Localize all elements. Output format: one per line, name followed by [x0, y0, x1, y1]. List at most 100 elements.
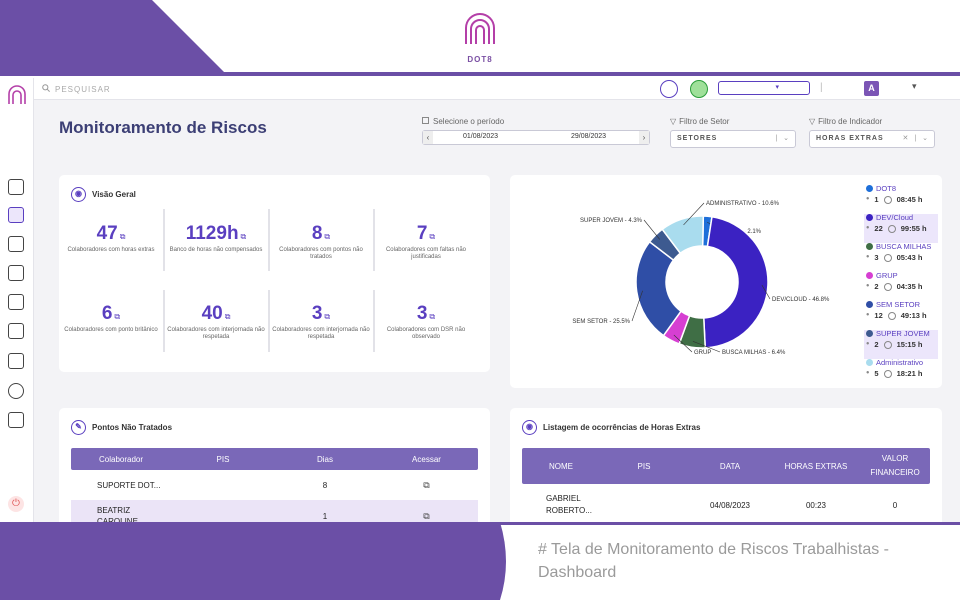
overtime-header: ◉ Listagem de ocorrências de Horas Extra…	[522, 420, 700, 435]
kpi-value: 6	[101, 303, 113, 324]
next-period-arrow-icon[interactable]: ›	[639, 131, 649, 144]
kpi-value: 40	[201, 303, 223, 324]
external-link-icon[interactable]: ⧉	[324, 312, 331, 321]
user-avatar[interactable]: A	[864, 81, 879, 96]
id-card-icon[interactable]	[8, 265, 24, 281]
table-row[interactable]: BEATRIZ CAROLINE... 1 ⧉	[71, 500, 478, 522]
legend-name: DEV/Cloud	[876, 213, 914, 222]
legend-name: SEM SETOR	[876, 300, 921, 309]
legend-dot	[866, 330, 873, 337]
clear-chevron-icon[interactable]: ✕ | ⌄	[902, 135, 930, 142]
team-icon[interactable]	[8, 353, 24, 369]
slice-label: SUPER JOVEM - 4.3%	[580, 218, 643, 224]
indicator-select[interactable]: HORAS EXTRAS ✕ | ⌄	[809, 130, 935, 148]
top-decoration	[0, 0, 960, 76]
donut-slice[interactable]	[702, 215, 769, 349]
external-link-icon[interactable]: ⧉	[429, 312, 436, 321]
external-link-icon[interactable]: ⧉	[429, 232, 436, 241]
external-link-icon[interactable]: ⧉	[224, 312, 231, 321]
external-link-icon[interactable]: ⧉	[324, 232, 331, 241]
pending-table-header: Colaborador PIS Dias Acessar	[71, 448, 478, 470]
search-icon	[42, 84, 50, 94]
external-link-icon[interactable]: ⧉	[119, 232, 126, 241]
kpi-item[interactable]: 47 ⧉ Colaboradores com horas extras	[59, 223, 163, 254]
col-horas-extras[interactable]: HORAS EXTRAS	[784, 461, 848, 471]
col-colaborador[interactable]: Colaborador	[98, 454, 144, 464]
slice-leader-line	[631, 290, 643, 322]
risk-monitor-icon[interactable]	[8, 207, 24, 223]
notification-bell-icon[interactable]	[690, 80, 708, 98]
clock-icon	[887, 224, 896, 233]
clock-icon	[883, 369, 892, 378]
kpi-item[interactable]: 3 ⧉ Colaboradores com interjornada não res…	[269, 303, 373, 341]
legend-item[interactable]: SUPER JOVEM ꔷ 2 15:15 h	[864, 330, 938, 359]
kpi-item[interactable]: 3 ⧉ Colaboradores com DSR não observado	[374, 303, 478, 341]
kpi-item[interactable]: 40 ⧉ Colaboradores com interjornada não re…	[164, 303, 268, 341]
clock-history-icon[interactable]	[8, 383, 24, 399]
col-valor-financeiro[interactable]: VALOR FINANCEIRO	[870, 454, 920, 477]
power-icon[interactable]: ⏻	[8, 496, 24, 512]
slice-leader-line	[673, 334, 693, 353]
legend-item[interactable]: DOT8 ꔷ 1 08:45 h	[864, 185, 938, 214]
col-acessar[interactable]: Acessar	[412, 454, 441, 464]
legend-count: 2	[874, 282, 879, 291]
legend-item[interactable]: DEV/Cloud ꔷ 22 99:55 h	[864, 214, 938, 243]
table-row[interactable]: SUPORTE DOT... 8 ⧉	[71, 472, 478, 498]
dashboard-icon[interactable]	[8, 179, 24, 195]
legend-count: 5	[874, 369, 879, 378]
search-placeholder: PESQUISAR	[55, 84, 111, 94]
legend-name: BUSCA MILHAS	[876, 242, 932, 251]
col-dias[interactable]: Dias	[316, 454, 333, 464]
col-data[interactable]: DATA	[719, 461, 741, 471]
col-nome[interactable]: NOME	[549, 461, 573, 471]
external-link-icon[interactable]: ⧉	[114, 312, 121, 321]
overtime-title: Listagem de ocorrências de Horas Extras	[543, 423, 701, 432]
legend-dot	[866, 214, 873, 221]
slice-leader-line	[683, 202, 705, 226]
legend-count: 22	[874, 224, 883, 233]
kpi-item[interactable]: 8 ⧉ Colaboradores com pontos não tratados	[269, 223, 373, 261]
pending-header: ✎ Pontos Não Tratados	[71, 420, 172, 435]
kpi-value: 3	[311, 303, 323, 324]
brand-name: DOT8	[467, 55, 493, 64]
external-link-icon[interactable]: ⧉	[423, 510, 430, 521]
legend-item[interactable]: GRUP ꔷ 2 04:35 h	[864, 272, 938, 301]
external-link-icon[interactable]: ⧉	[423, 479, 430, 490]
clock-icon	[883, 253, 892, 262]
legend-name: SUPER JOVEM	[876, 329, 930, 338]
col-pis[interactable]: PIS	[216, 454, 230, 464]
col-pis[interactable]: PIS	[637, 461, 651, 471]
workflow-icon[interactable]	[8, 412, 24, 428]
legend-hours: 08:45 h	[896, 195, 923, 204]
search-bar[interactable]: PESQUISAR	[42, 82, 111, 96]
sector-select[interactable]: SETORES | ⌄	[670, 130, 796, 148]
user-menu-chevron-icon[interactable]: ▾	[912, 81, 917, 91]
date-start[interactable]: 01/08/2023	[463, 133, 499, 140]
slice-label: BUSCA MILHAS - 6.4%	[722, 350, 786, 356]
table-row[interactable]: GABRIEL ROBERTO... 04/08/2023 00:23 0	[522, 488, 930, 522]
legend-item[interactable]: BUSCA MILHAS ꔷ 3 05:43 h	[864, 243, 938, 272]
date-end[interactable]: 29/08/2023	[571, 133, 607, 140]
sidebar-logo-icon[interactable]	[6, 84, 28, 106]
prev-period-arrow-icon[interactable]: ‹	[423, 131, 433, 144]
report-icon[interactable]	[8, 323, 24, 339]
fingerprint-menu-icon[interactable]	[8, 236, 24, 252]
period-label-text: Selecione o período	[433, 117, 505, 126]
legend-item[interactable]: Administrativo ꔷ 5 18:21 h	[864, 359, 938, 388]
legend-name: Administrativo	[876, 358, 924, 367]
filter-icon: ▽	[809, 117, 816, 126]
kpi-item[interactable]: 6 ⧉ Colaboradores com ponto britânico	[59, 303, 163, 334]
building-icon[interactable]	[8, 294, 24, 310]
kpi-label: Banco de horas não compensados	[169, 247, 263, 253]
kpi-item[interactable]: 1129h ⧉ Banco de horas não compensados	[164, 223, 268, 254]
legend-item[interactable]: SEM SETOR ꔷ 12 49:13 h	[864, 301, 938, 330]
date-range-picker[interactable]: ‹ 01/08/2023 29/08/2023 ›	[422, 130, 650, 145]
company-select[interactable]: ▾	[718, 81, 810, 95]
donut-slice[interactable]	[661, 215, 705, 255]
kpi-label: Colaboradores com pontos não tratados	[279, 247, 363, 260]
brand-logo: DOT8	[458, 10, 502, 64]
external-link-icon[interactable]: ⧉	[240, 232, 247, 241]
planet-icon[interactable]	[660, 80, 678, 98]
kpi-item[interactable]: 7 ⧉ Colaboradores com faltas não justifica…	[374, 223, 478, 261]
people-icon: ꔷ	[866, 340, 870, 348]
